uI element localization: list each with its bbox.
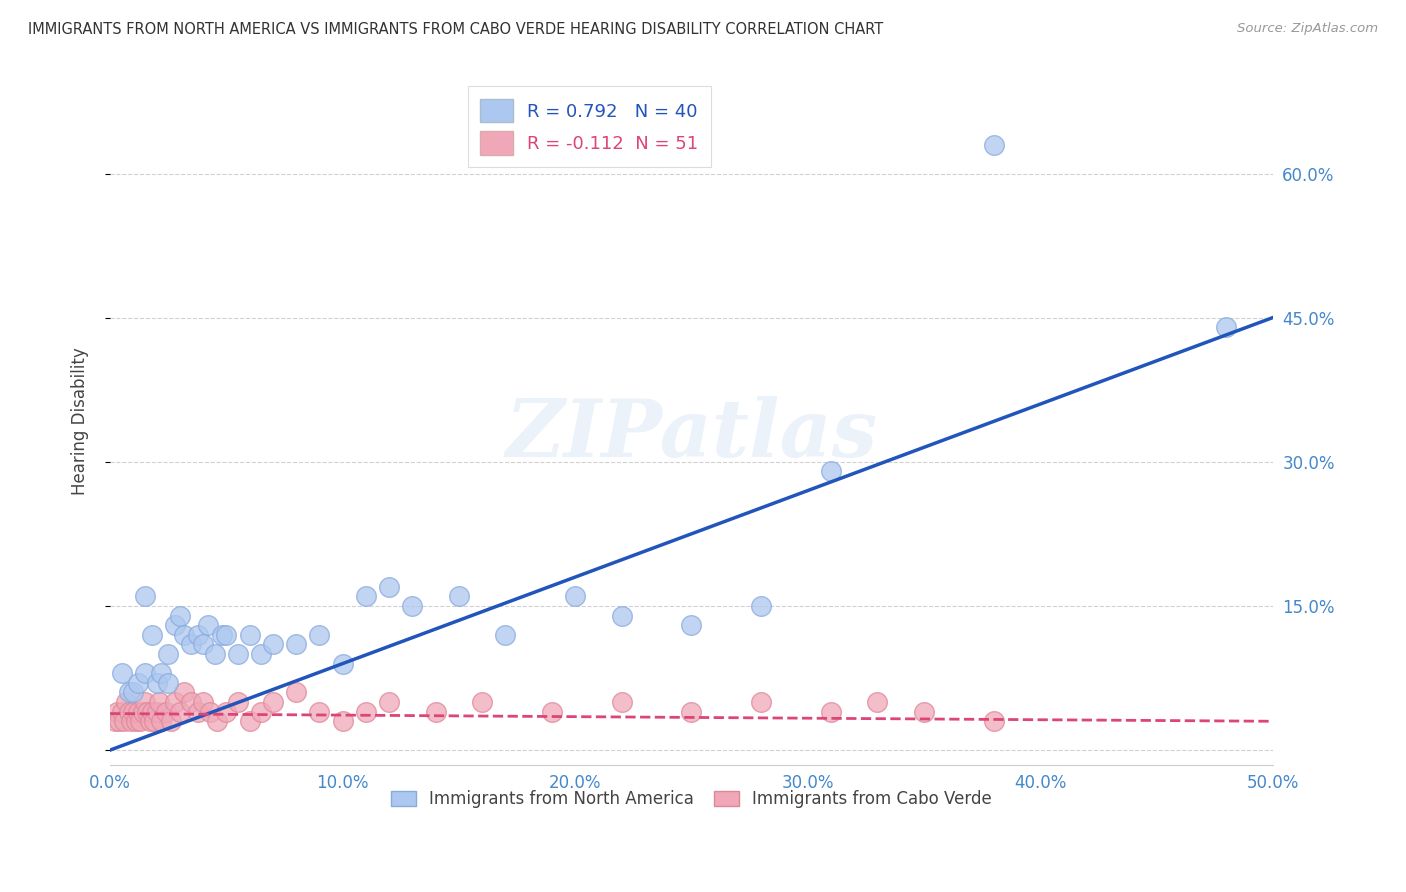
Point [749, 695, 772, 709]
Text: ZIPatlas: ZIPatlas [505, 396, 877, 474]
Point [108, 714, 131, 729]
Point [540, 705, 562, 719]
Point [447, 590, 470, 604]
Point [122, 705, 145, 719]
Point [191, 637, 214, 651]
Point [226, 647, 249, 661]
Point [610, 608, 633, 623]
Legend: Immigrants from North America, Immigrants from Cabo Verde: Immigrants from North America, Immigrant… [384, 783, 998, 814]
Point [118, 705, 141, 719]
Point [308, 628, 330, 642]
Point [134, 666, 156, 681]
Point [122, 685, 145, 699]
Point [134, 695, 156, 709]
Point [564, 590, 586, 604]
Point [262, 637, 284, 651]
Point [131, 705, 153, 719]
Text: Source: ZipAtlas.com: Source: ZipAtlas.com [1237, 22, 1378, 36]
Point [124, 714, 146, 729]
Point [129, 714, 152, 729]
Point [127, 676, 149, 690]
Point [198, 705, 221, 719]
Point [912, 705, 935, 719]
Point [155, 705, 177, 719]
Y-axis label: Hearing Disability: Hearing Disability [72, 347, 89, 495]
Point [262, 695, 284, 709]
Point [169, 705, 191, 719]
Text: IMMIGRANTS FROM NORTH AMERICA VS IMMIGRANTS FROM CABO VERDE HEARING DISABILITY C: IMMIGRANTS FROM NORTH AMERICA VS IMMIGRA… [28, 22, 883, 37]
Point [239, 628, 262, 642]
Point [1215, 320, 1237, 334]
Point [145, 676, 167, 690]
Point [285, 685, 308, 699]
Point [173, 685, 195, 699]
Point [354, 590, 377, 604]
Point [165, 695, 187, 709]
Point [250, 647, 273, 661]
Point [187, 628, 209, 642]
Point [150, 666, 173, 681]
Point [610, 695, 633, 709]
Point [749, 599, 772, 613]
Point [157, 676, 180, 690]
Point [104, 714, 127, 729]
Point [285, 637, 308, 651]
Point [141, 705, 163, 719]
Point [115, 695, 138, 709]
Point [378, 695, 401, 709]
Point [354, 705, 377, 719]
Point [157, 647, 180, 661]
Point [180, 637, 202, 651]
Point [118, 685, 141, 699]
Point [111, 705, 134, 719]
Point [165, 618, 187, 632]
Point [134, 590, 156, 604]
Point [681, 705, 703, 719]
Point [111, 666, 134, 681]
Point [127, 705, 149, 719]
Point [401, 599, 423, 613]
Point [983, 714, 1005, 729]
Point [141, 628, 163, 642]
Point [180, 695, 202, 709]
Point [191, 695, 214, 709]
Point [820, 705, 842, 719]
Point [983, 137, 1005, 152]
Point [143, 714, 166, 729]
Point [187, 705, 209, 719]
Point [471, 695, 494, 709]
Point [681, 618, 703, 632]
Point [226, 695, 249, 709]
Point [211, 628, 233, 642]
Point [197, 618, 219, 632]
Point [169, 608, 191, 623]
Point [173, 628, 195, 642]
Point [494, 628, 516, 642]
Point [204, 647, 226, 661]
Point [332, 714, 354, 729]
Point [105, 705, 128, 719]
Point [332, 657, 354, 671]
Point [215, 628, 238, 642]
Point [145, 705, 167, 719]
Point [308, 705, 330, 719]
Point [820, 465, 842, 479]
Point [205, 714, 228, 729]
Point [150, 714, 173, 729]
Point [120, 714, 142, 729]
Point [866, 695, 889, 709]
Point [148, 695, 170, 709]
Point [378, 580, 401, 594]
Point [215, 705, 238, 719]
Point [112, 714, 135, 729]
Point [136, 705, 159, 719]
Point [239, 714, 262, 729]
Point [250, 705, 273, 719]
Point [425, 705, 447, 719]
Point [138, 714, 160, 729]
Point [159, 714, 181, 729]
